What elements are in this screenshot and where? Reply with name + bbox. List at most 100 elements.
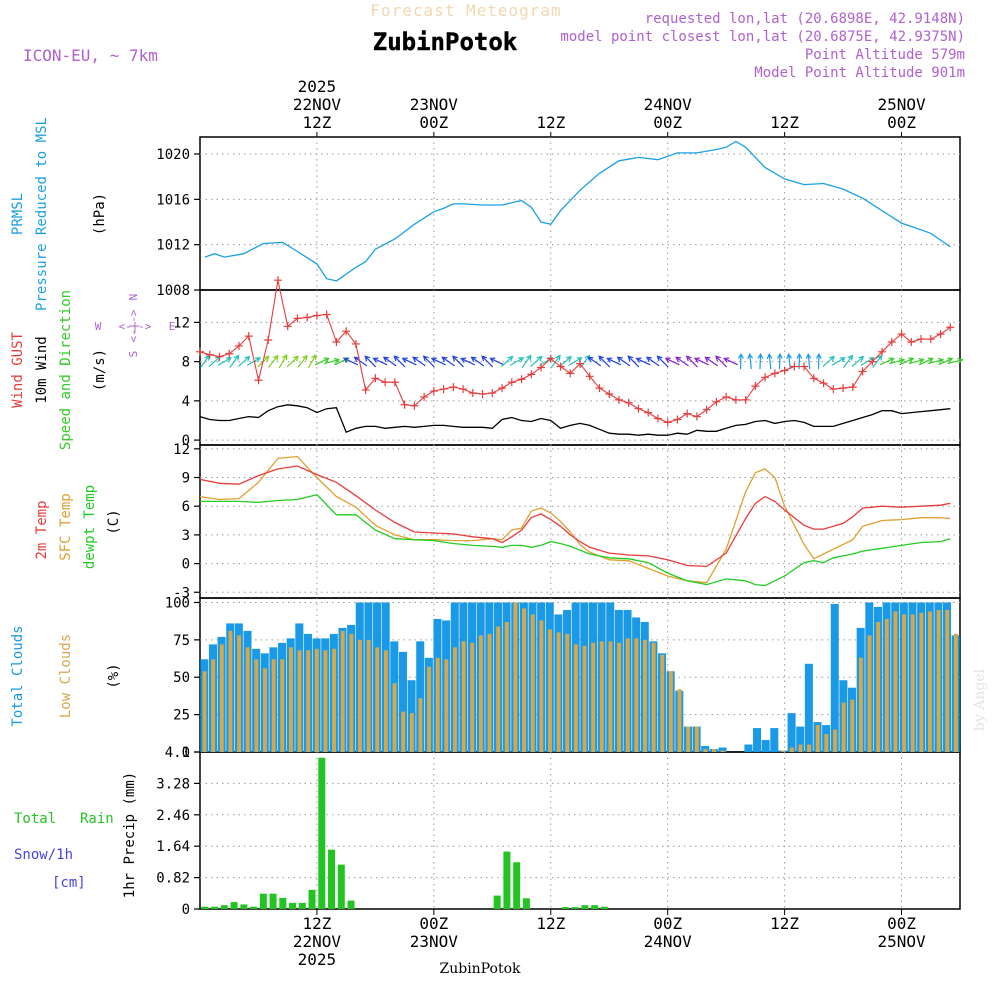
low-cloud-bar xyxy=(548,629,552,752)
low-cloud-bar xyxy=(513,602,518,752)
wind-arrow xyxy=(606,357,622,366)
low-cloud-bar xyxy=(237,635,242,752)
low-cloud-bar xyxy=(383,650,388,752)
time-label-top: 24NOV xyxy=(644,95,693,114)
clouds-label-unit: (%) xyxy=(106,663,122,688)
low-cloud-bar xyxy=(496,626,501,752)
gust-marker xyxy=(712,397,721,406)
y-tick-label: 1016 xyxy=(156,192,190,208)
time-label-bottom: 22NOV xyxy=(293,932,342,951)
credit-watermark: by Angel xyxy=(972,668,988,731)
wind-arrow xyxy=(947,357,964,365)
pressure-label-desc: Pressure Reduced to MSL xyxy=(34,117,50,311)
wind-arrow xyxy=(645,356,660,367)
time-label-bottom: 00Z xyxy=(419,914,448,933)
gust-marker xyxy=(761,373,770,382)
gust-marker xyxy=(702,405,711,414)
time-label-bottom: 25NOV xyxy=(877,932,926,951)
compass-east: E xyxy=(169,320,176,333)
gust-marker xyxy=(283,322,292,331)
total-cloud-bar xyxy=(744,744,753,752)
wind-arrow xyxy=(343,357,359,366)
y-tick-label: 9 xyxy=(182,471,190,487)
low-cloud-bar xyxy=(884,618,889,752)
low-cloud-bar xyxy=(427,666,432,752)
low-cloud-bar xyxy=(928,611,932,752)
low-cloud-bar xyxy=(375,647,380,752)
time-label-top: 2025 xyxy=(298,77,337,96)
low-cloud-bar xyxy=(288,647,293,752)
wind-arrow xyxy=(441,356,455,367)
total-cloud-bar xyxy=(718,747,727,752)
y-tick-label: 50 xyxy=(173,670,190,686)
y-tick-label: 0 xyxy=(182,745,190,761)
wind-arrow xyxy=(307,354,317,369)
wind-arrow xyxy=(908,357,925,365)
wind-arrow xyxy=(481,355,494,368)
low-cloud-bar xyxy=(867,635,872,752)
gust-marker xyxy=(225,349,234,358)
total-cloud-bar xyxy=(804,663,813,752)
precip-bar xyxy=(561,907,569,909)
time-label-bottom: 24NOV xyxy=(644,932,693,951)
y-tick-label: 25 xyxy=(173,708,190,724)
precip-bar xyxy=(269,893,277,909)
precip-bar xyxy=(201,906,209,909)
wind-arrow xyxy=(297,354,308,368)
wind-arrow xyxy=(452,355,464,368)
precip-label-unit: 1hr Precip (mm) xyxy=(122,772,138,898)
wind-label-dir: Speed and Direction xyxy=(58,290,74,450)
low-cloud-bar xyxy=(876,621,881,752)
wind-arrow xyxy=(656,355,669,368)
low-cloud-bar xyxy=(781,750,786,752)
time-label-top: 12Z xyxy=(770,113,799,132)
precip-bar xyxy=(279,897,287,909)
wind-arrow xyxy=(372,357,388,366)
gust-marker xyxy=(683,409,692,418)
gust-marker xyxy=(897,330,906,339)
wind-arrow xyxy=(822,355,835,368)
low-cloud-bar xyxy=(945,609,950,752)
low-cloud-bar xyxy=(910,614,915,752)
gust-marker xyxy=(332,337,341,346)
wind-arrow xyxy=(815,352,822,370)
gust-marker xyxy=(878,347,887,356)
low-cloud-bar xyxy=(211,659,216,752)
total-cloud-bar xyxy=(753,728,762,752)
total-cloud-bar xyxy=(398,651,407,752)
low-cloud-bar xyxy=(530,614,535,752)
gust-marker xyxy=(527,370,536,379)
gust-marker xyxy=(946,323,955,332)
model-label: ICON-EU, ~ 7km xyxy=(23,46,158,65)
pressure-line xyxy=(204,140,951,282)
wind-arrow xyxy=(286,355,299,368)
y-tick-label: 1008 xyxy=(156,283,190,299)
wind-arrow xyxy=(246,357,262,366)
low-cloud-bar xyxy=(893,611,898,752)
precip-bar xyxy=(337,864,345,909)
low-cloud-bar xyxy=(720,750,725,752)
precip-panel xyxy=(199,751,961,910)
low-cloud-bar xyxy=(634,638,639,752)
gust-marker xyxy=(673,415,682,424)
gust-marker xyxy=(244,332,253,341)
gust-marker xyxy=(517,375,526,384)
point-altitude: Point Altitude 579m xyxy=(805,47,965,63)
gust-marker xyxy=(312,311,321,320)
precip-bar xyxy=(493,895,501,909)
gust-marker xyxy=(722,392,731,401)
gust-marker xyxy=(644,408,653,417)
wind-arrow xyxy=(500,355,514,368)
low-cloud-bar xyxy=(332,648,337,752)
temp-label-unit: (C) xyxy=(106,509,122,534)
cloud-bars xyxy=(200,602,960,752)
time-label-top: 00Z xyxy=(887,113,916,132)
precip-bar xyxy=(571,907,579,909)
precip-bar xyxy=(230,902,238,909)
gust-marker xyxy=(449,383,458,392)
gust-marker xyxy=(478,389,487,398)
time-label-top: 25NOV xyxy=(877,95,926,114)
wind-label-unit: (m/s) xyxy=(92,349,108,391)
low-cloud-bar xyxy=(565,633,570,752)
y-tick-label: -3 xyxy=(173,585,190,601)
